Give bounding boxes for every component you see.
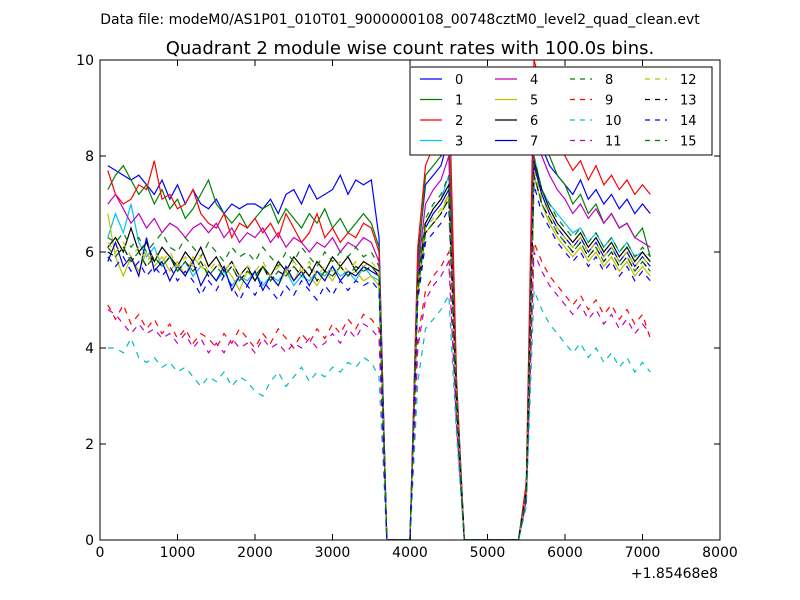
chart-title: Quadrant 2 module wise count rates with … — [166, 38, 655, 59]
x-tick-label: 5000 — [470, 545, 506, 561]
series-line-14 — [107, 184, 651, 540]
series-line-15 — [107, 175, 651, 540]
x-tick-label: 7000 — [625, 545, 661, 561]
series-line-9 — [107, 242, 651, 540]
y-tick-label: 6 — [85, 245, 94, 261]
series-line-1 — [107, 107, 651, 540]
series-line-10 — [107, 290, 651, 540]
x-tick-label: 1000 — [160, 545, 196, 561]
legend-label-6: 6 — [530, 114, 538, 129]
x-tick-label: 4000 — [392, 545, 428, 561]
legend-label-13: 13 — [680, 94, 697, 109]
y-tick-label: 8 — [85, 149, 94, 165]
y-tick-label: 10 — [76, 53, 94, 69]
legend-label-12: 12 — [680, 73, 697, 88]
legend-label-5: 5 — [530, 94, 538, 109]
series-line-12 — [107, 170, 651, 540]
legend-label-0: 0 — [455, 73, 463, 88]
legend-label-1: 1 — [455, 94, 463, 109]
legend-label-11: 11 — [605, 135, 622, 150]
x-tick-label: 6000 — [547, 545, 583, 561]
legend-label-15: 15 — [680, 135, 697, 150]
x-tick-label: 8000 — [702, 545, 738, 561]
series-line-8 — [107, 155, 651, 540]
x-offset-label: +1.85468e8 — [631, 566, 718, 582]
legend-label-2: 2 — [455, 114, 463, 129]
series-line-6 — [107, 160, 651, 540]
series-layer — [107, 60, 651, 540]
legend-label-10: 10 — [605, 114, 622, 129]
legend-box — [409, 66, 713, 156]
series-line-4 — [107, 127, 651, 540]
legend-label-8: 8 — [605, 73, 613, 88]
y-tick-label: 2 — [85, 437, 94, 453]
y-tick-label: 0 — [85, 533, 94, 549]
chart-suptitle: Data file: modeM0/AS1P01_010T01_90000001… — [100, 12, 700, 28]
legend-label-7: 7 — [530, 135, 538, 150]
legend-label-4: 4 — [530, 73, 538, 88]
y-tick-label: 4 — [85, 341, 94, 357]
legend-label-14: 14 — [680, 114, 697, 129]
legend-label-9: 9 — [605, 94, 613, 109]
x-tick-label: 0 — [96, 545, 105, 561]
x-tick-label: 2000 — [237, 545, 273, 561]
x-tick-label: 3000 — [315, 545, 351, 561]
legend-label-3: 3 — [455, 135, 463, 150]
